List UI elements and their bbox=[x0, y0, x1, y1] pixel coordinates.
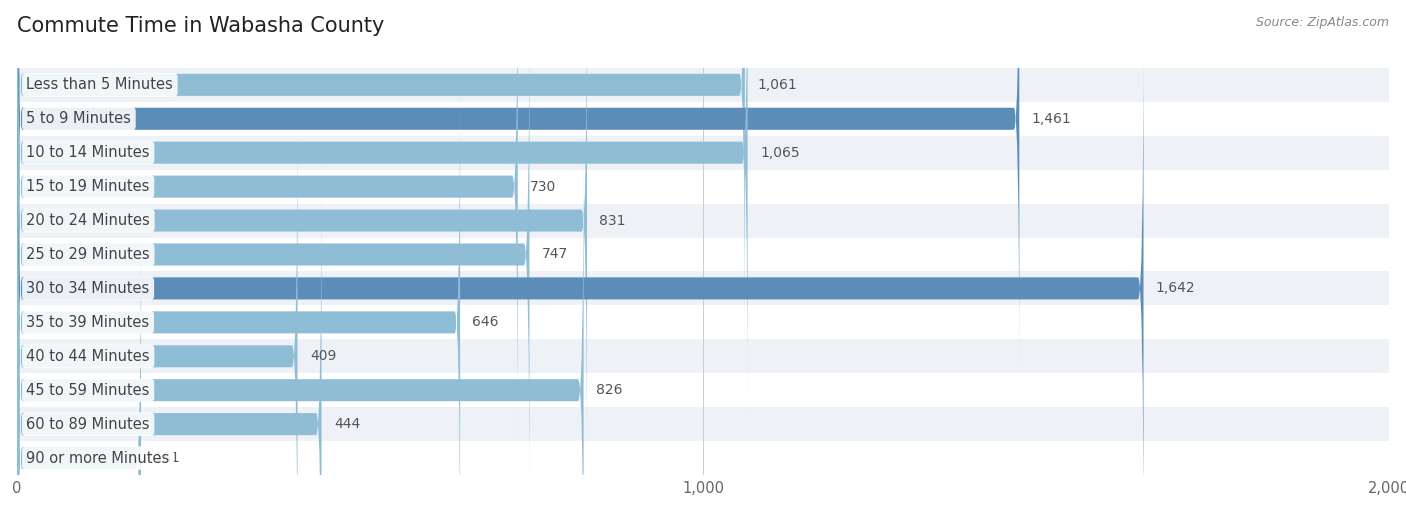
Text: 1,065: 1,065 bbox=[761, 146, 800, 160]
FancyBboxPatch shape bbox=[17, 96, 298, 522]
Text: 409: 409 bbox=[309, 349, 336, 363]
Bar bbox=[17, 204, 1389, 238]
FancyBboxPatch shape bbox=[17, 28, 1143, 522]
Text: 181: 181 bbox=[153, 451, 180, 465]
Bar bbox=[17, 271, 1389, 305]
Text: 826: 826 bbox=[596, 383, 623, 397]
FancyBboxPatch shape bbox=[17, 0, 748, 413]
FancyBboxPatch shape bbox=[17, 0, 588, 481]
Text: 90 or more Minutes: 90 or more Minutes bbox=[27, 450, 170, 466]
Text: 1,061: 1,061 bbox=[758, 78, 797, 92]
Text: Source: ZipAtlas.com: Source: ZipAtlas.com bbox=[1256, 16, 1389, 29]
Text: 45 to 59 Minutes: 45 to 59 Minutes bbox=[27, 383, 150, 398]
Text: 15 to 19 Minutes: 15 to 19 Minutes bbox=[27, 179, 150, 194]
Bar bbox=[17, 102, 1389, 136]
Text: 30 to 34 Minutes: 30 to 34 Minutes bbox=[27, 281, 149, 296]
Bar bbox=[17, 305, 1389, 339]
FancyBboxPatch shape bbox=[17, 0, 745, 345]
Text: 1,461: 1,461 bbox=[1032, 112, 1071, 126]
Bar bbox=[17, 339, 1389, 373]
Text: 25 to 29 Minutes: 25 to 29 Minutes bbox=[27, 247, 150, 262]
Bar bbox=[17, 238, 1389, 271]
Bar bbox=[17, 170, 1389, 204]
Text: 747: 747 bbox=[541, 247, 568, 262]
Text: Commute Time in Wabasha County: Commute Time in Wabasha County bbox=[17, 16, 384, 35]
FancyBboxPatch shape bbox=[17, 130, 583, 522]
Text: 5 to 9 Minutes: 5 to 9 Minutes bbox=[27, 111, 131, 126]
Text: 40 to 44 Minutes: 40 to 44 Minutes bbox=[27, 349, 150, 364]
Text: 60 to 89 Minutes: 60 to 89 Minutes bbox=[27, 417, 150, 432]
Text: 20 to 24 Minutes: 20 to 24 Minutes bbox=[27, 213, 150, 228]
Bar bbox=[17, 68, 1389, 102]
Text: 646: 646 bbox=[472, 315, 499, 329]
FancyBboxPatch shape bbox=[17, 62, 460, 522]
Text: 1,642: 1,642 bbox=[1156, 281, 1195, 295]
Bar bbox=[17, 407, 1389, 441]
Bar bbox=[17, 441, 1389, 475]
Text: 10 to 14 Minutes: 10 to 14 Minutes bbox=[27, 145, 150, 160]
Text: 444: 444 bbox=[333, 417, 360, 431]
FancyBboxPatch shape bbox=[17, 0, 530, 515]
FancyBboxPatch shape bbox=[17, 0, 517, 447]
Text: 831: 831 bbox=[599, 213, 626, 228]
Text: 35 to 39 Minutes: 35 to 39 Minutes bbox=[27, 315, 149, 330]
Text: Less than 5 Minutes: Less than 5 Minutes bbox=[27, 77, 173, 92]
FancyBboxPatch shape bbox=[17, 164, 322, 522]
FancyBboxPatch shape bbox=[17, 0, 1019, 379]
FancyBboxPatch shape bbox=[17, 198, 141, 522]
Bar bbox=[17, 373, 1389, 407]
Text: 730: 730 bbox=[530, 180, 557, 194]
Bar bbox=[17, 136, 1389, 170]
